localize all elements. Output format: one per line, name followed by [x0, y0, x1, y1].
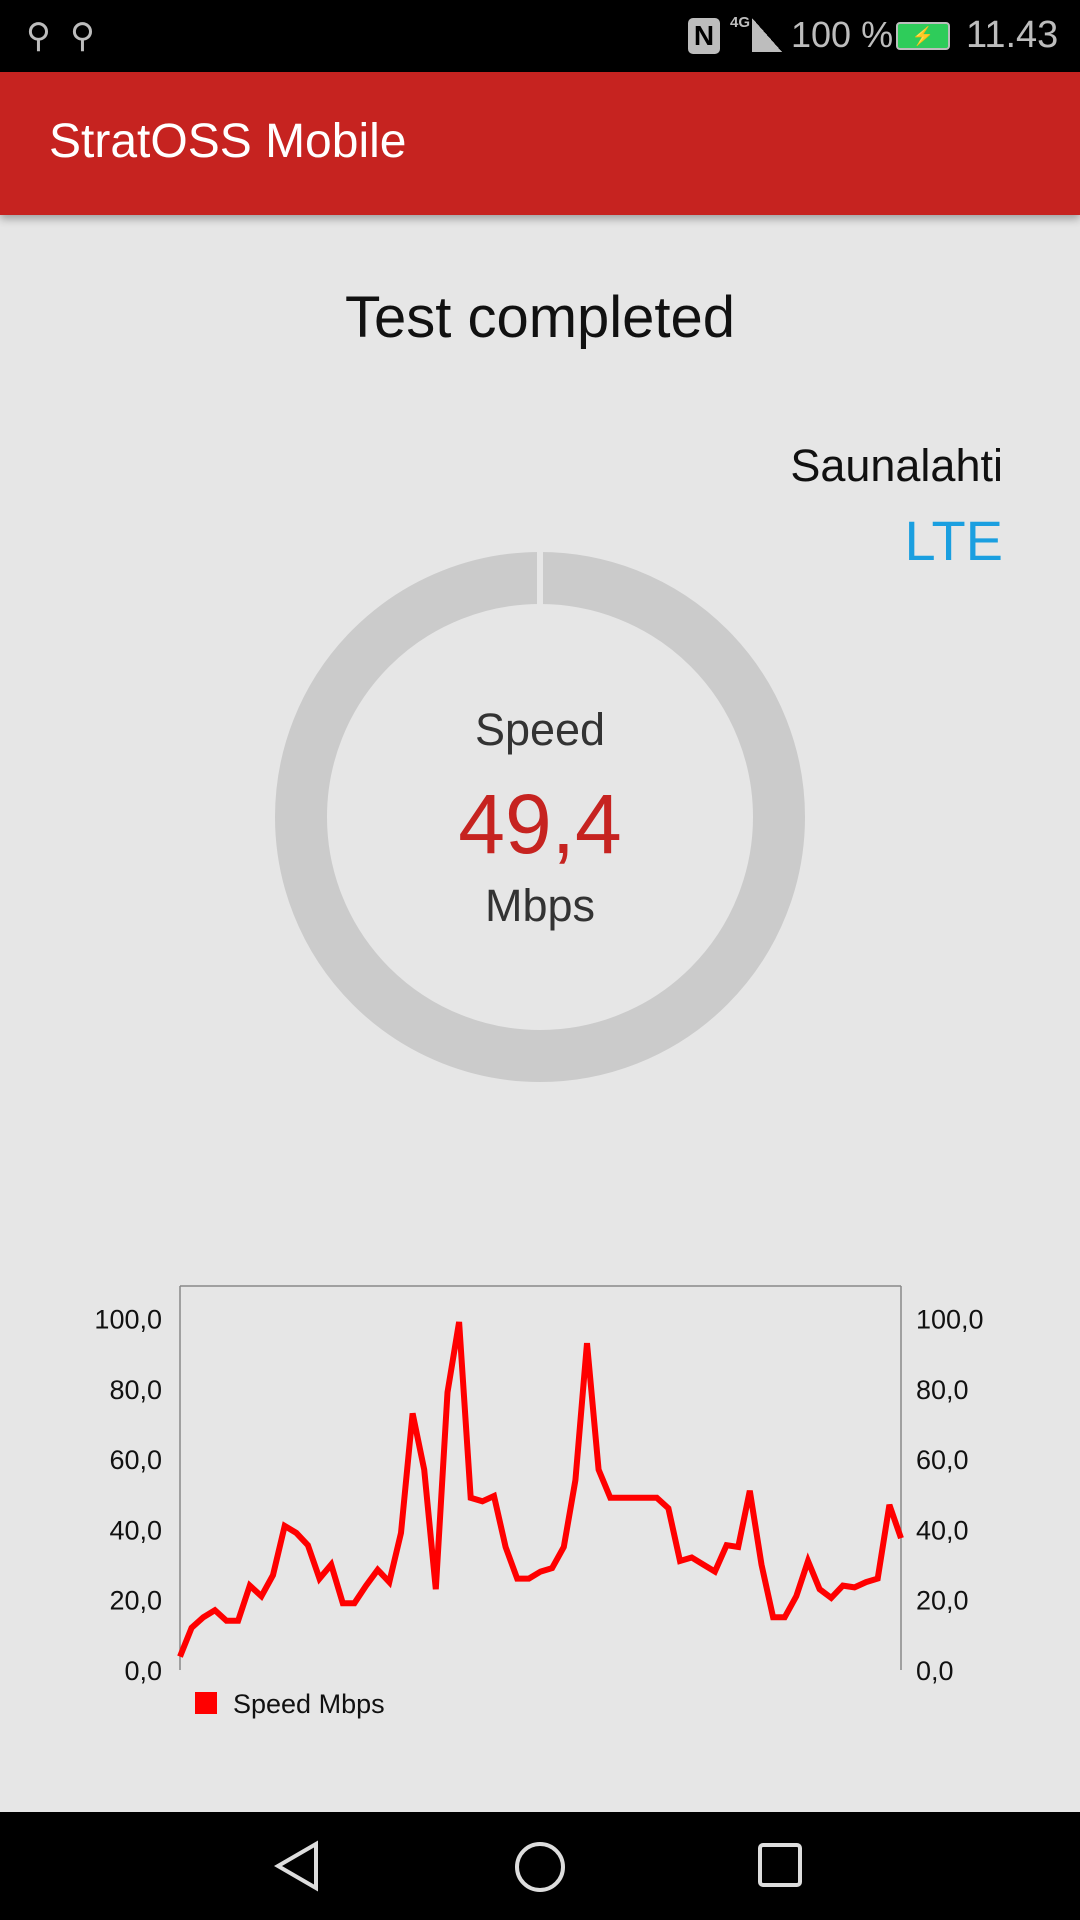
gauge-label: Speed — [474, 704, 606, 755]
y-tick-left: 80,0 — [109, 1375, 162, 1405]
y-tick-right: 60,0 — [916, 1445, 969, 1475]
gauge-value: 49,4 — [458, 777, 622, 871]
battery-icon: ⚡ — [896, 22, 950, 50]
gauge-unit: Mbps — [484, 880, 596, 931]
nfc-icon: N — [688, 18, 720, 54]
gauge-gap — [537, 552, 543, 608]
y-tick-right: 40,0 — [916, 1515, 969, 1545]
y-tick-right: 0,0 — [916, 1656, 954, 1686]
battery-percent: 100 % — [791, 14, 894, 55]
home-icon[interactable] — [513, 1840, 567, 1894]
app-bar: StratOSS Mobile — [0, 72, 1080, 215]
test-status: Test completed — [344, 285, 736, 350]
speed-chart: 0,0 0,0 20,0 20,0 40,0 40,0 60,0 60,0 80,0 80,0 10… — [94, 1285, 984, 1719]
time: 11.43 — [966, 14, 1059, 56]
y-tick-left: 0,0 — [124, 1656, 162, 1686]
recents-icon[interactable] — [757, 1842, 805, 1890]
speed-gauge — [275, 552, 805, 1082]
y-tick-right: 100,0 — [916, 1305, 984, 1335]
speed-series-line — [177, 1321, 904, 1658]
usb-icon: ⚲ — [26, 17, 51, 55]
network-type: 4G — [730, 14, 751, 31]
y-tick-left: 40,0 — [109, 1515, 162, 1545]
operator-name: Saunalahti — [790, 440, 1003, 491]
status-bar: ⚲ ⚲ N 4G 100 % ⚡ 11.43 — [0, 0, 1080, 72]
app-title: StratOSS Mobile — [49, 115, 407, 168]
legend-swatch — [195, 1692, 217, 1714]
y-tick-left: 20,0 — [109, 1586, 162, 1616]
back-icon[interactable] — [272, 1840, 322, 1892]
y-tick-right: 80,0 — [916, 1375, 969, 1405]
y-tick-right: 20,0 — [916, 1586, 969, 1616]
network-technology: LTE — [904, 509, 1003, 572]
legend-label: Speed Mbps — [233, 1689, 385, 1719]
signal-icon — [752, 18, 782, 52]
y-tick-left: 60,0 — [109, 1445, 162, 1475]
nav-bar — [0, 1812, 1080, 1920]
usb-icon: ⚲ — [70, 17, 95, 55]
y-tick-left: 100,0 — [94, 1305, 162, 1335]
